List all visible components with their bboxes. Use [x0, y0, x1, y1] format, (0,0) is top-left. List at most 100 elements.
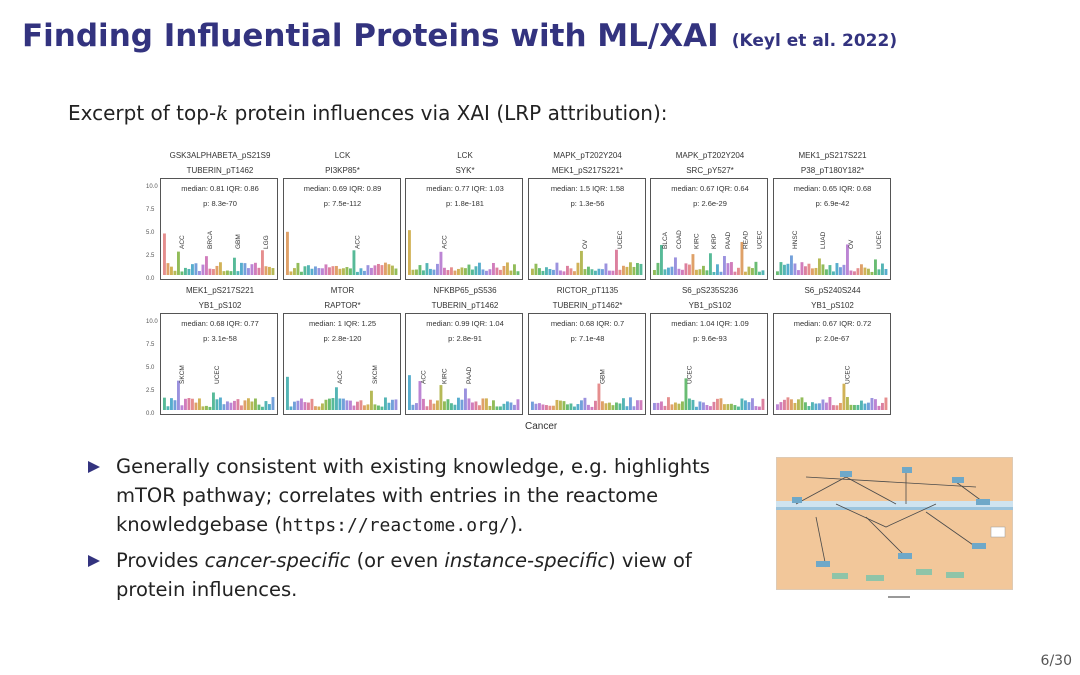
bar-mark [842, 264, 845, 275]
bar-mark [614, 249, 618, 275]
bar-mark [618, 269, 621, 275]
bar-mark [852, 271, 856, 275]
bar-mark [667, 397, 670, 410]
bar-mark [240, 262, 243, 275]
bar-mark [775, 404, 779, 410]
bar-mark [537, 403, 541, 410]
bar-mark [436, 400, 439, 410]
panel-header-target: SYK* [455, 166, 475, 175]
bar-mark [779, 402, 782, 410]
bar-mark [544, 405, 548, 410]
bar-mark [807, 263, 810, 275]
bar-mark [866, 268, 870, 275]
bar-mark [516, 399, 520, 410]
bar-mark [380, 406, 383, 410]
bar-mark [796, 399, 800, 410]
bar-mark [726, 404, 730, 410]
bar-mark [285, 376, 289, 410]
bar-mark [677, 403, 681, 410]
slide-citation: (Keyl et al. 2022) [731, 31, 898, 51]
bar-mark [758, 271, 761, 275]
panel-pvalue: p: 9.6e-93 [693, 334, 727, 343]
y-tick-label: 7.5 [146, 207, 155, 213]
bar-mark [443, 401, 446, 410]
reactome-link[interactable]: https://reactome.org/ [282, 515, 510, 536]
panel-header-protein: LCK [334, 151, 351, 160]
panel-plot-box: ACC KIRC PAAD median: 0.99 IQR: 1.04 p: 2.8e… [405, 313, 523, 415]
bar-mark [884, 269, 887, 275]
bar-mark [835, 405, 838, 410]
cancer-type-label: ACC [354, 235, 361, 249]
bar-mark [723, 404, 726, 410]
bar-mark [173, 400, 177, 410]
page-number: 6/30 [1040, 653, 1072, 669]
bar-mark [219, 397, 222, 410]
cancer-type-label: UCEC [876, 230, 883, 249]
panel-median-iqr: median: 0.68 IQR: 0.7 [550, 319, 625, 328]
bar-mark [803, 266, 807, 275]
bar-mark [243, 263, 247, 275]
bar-mark [737, 267, 740, 275]
panel-header-target: TUBERIN_pT1462* [552, 301, 623, 310]
bar-mark [600, 269, 604, 275]
bar-mark [408, 375, 411, 410]
bar-mark [719, 271, 723, 275]
bar-mark [849, 404, 852, 410]
bar-mark [271, 397, 275, 410]
bar-mark [632, 406, 635, 410]
bar-mark [212, 269, 215, 275]
bar-mark [502, 265, 506, 275]
bar-mark [250, 264, 254, 275]
cancer-type-label: PAAD [725, 231, 732, 249]
bar-mark [786, 263, 789, 275]
bullet-2-mid: (or even [350, 549, 445, 572]
y-tick-label: 5.0 [146, 230, 155, 236]
bar-mark [236, 399, 240, 410]
bar-mark [331, 266, 334, 275]
bar-mark [303, 402, 306, 410]
panel-plot-box: OV UCEC median: 1.5 IQR: 1.58 p: 1.3e-56 [527, 178, 646, 280]
bar-mark [306, 402, 310, 410]
bar-mark [828, 265, 831, 275]
bar-mark [310, 398, 313, 410]
bar-mark [205, 405, 208, 410]
panel-header-protein: MAPK_pT202Y204 [553, 151, 622, 160]
bar-mark [425, 263, 429, 275]
bar-mark [593, 270, 597, 275]
bar-mark [565, 404, 569, 410]
bar-mark [789, 255, 793, 275]
bar-mark [635, 262, 639, 275]
bar-mark [299, 271, 303, 275]
bar-mark [754, 261, 758, 275]
bar-mark [331, 398, 334, 410]
bar-mark [712, 271, 716, 275]
slide-title: Finding Influential Proteins with ML/XAI [22, 18, 719, 54]
bar-mark [852, 404, 856, 410]
bar-mark [474, 266, 478, 275]
bar-mark [635, 400, 639, 410]
bar-mark [625, 406, 628, 410]
bar-mark [166, 406, 170, 410]
bullet-item-1: Generally consistent with existing knowl… [88, 452, 738, 540]
bar-mark [506, 401, 509, 410]
bar-mark [306, 265, 310, 275]
cancer-type-label: READ [743, 231, 750, 249]
bar-mark [782, 264, 786, 275]
bar-mark [702, 265, 705, 275]
bar-mark [366, 265, 369, 275]
panel-pvalue: p: 2.0e-67 [815, 334, 850, 343]
panel-pvalue: p: 2.8e-120 [323, 334, 362, 343]
bar-mark [478, 262, 481, 275]
bar-mark [208, 268, 212, 275]
bar-mark [229, 271, 233, 275]
bar-mark [191, 398, 194, 410]
cancer-type-label: ACC [442, 235, 449, 249]
bar-mark [793, 402, 796, 410]
bar-mark [513, 404, 516, 410]
bar-mark [604, 403, 607, 410]
panel-plot-box: BLCA COAD KIRC KIRP PAAD READ UCEC median: 0.67… [650, 178, 768, 280]
bar-mark [653, 270, 656, 275]
bar-mark [254, 262, 257, 275]
bar-mark [334, 265, 338, 275]
bullet-1-end: ). [509, 513, 524, 536]
